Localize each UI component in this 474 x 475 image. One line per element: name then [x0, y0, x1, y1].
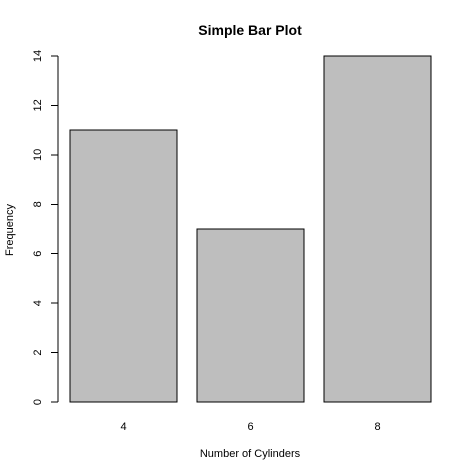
- y-axis: 0 2 4 6 8 10 12 14: [32, 50, 59, 405]
- y-tick-label: 12: [32, 99, 44, 111]
- x-tick-labels: 4 6 8: [120, 421, 380, 433]
- y-tick-label: 14: [32, 50, 44, 62]
- x-tick-label: 8: [374, 421, 380, 433]
- y-tick-label: 10: [32, 149, 44, 161]
- y-axis-label: Frequency: [4, 204, 16, 256]
- bar-6: [196, 228, 305, 403]
- bars-group: [69, 55, 432, 403]
- y-tick-label: 2: [32, 350, 44, 356]
- bar-4: [69, 129, 178, 403]
- y-tick-label: 4: [32, 300, 44, 306]
- y-tick-label: 6: [32, 251, 44, 257]
- chart-title: Simple Bar Plot: [198, 22, 302, 38]
- y-tick-label: 8: [32, 201, 44, 207]
- x-tick-label: 4: [120, 421, 126, 433]
- y-tick-label: 0: [32, 399, 44, 405]
- bar-8: [323, 55, 432, 403]
- x-axis-label: Number of Cylinders: [200, 448, 301, 460]
- x-tick-label: 6: [247, 421, 253, 433]
